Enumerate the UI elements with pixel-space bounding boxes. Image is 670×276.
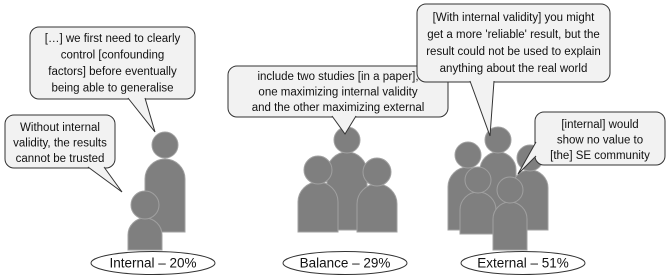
quote-line: include two studies [in a paper], <box>257 71 418 83</box>
person-body <box>493 202 527 250</box>
group-label: Balance – 29% <box>300 256 391 271</box>
person-body <box>460 192 496 234</box>
quote-line: show no value to <box>557 135 643 147</box>
person-body <box>128 218 162 250</box>
quote-line: [internal] would <box>561 119 638 131</box>
quote-line: cannot be trusted <box>16 153 105 165</box>
quote-line: being able to generalise <box>51 83 173 95</box>
group-label: External – 51% <box>477 256 569 271</box>
quote-line: [With internal validity] you might <box>433 12 596 24</box>
quote-line: Without internal <box>20 122 100 134</box>
person-head <box>455 142 481 168</box>
person-head <box>465 167 491 193</box>
person-head <box>131 191 159 219</box>
figure: […] we first need to clearly control [con… <box>0 0 670 276</box>
person-head <box>497 177 523 203</box>
person-body <box>357 184 397 232</box>
quote-line: anything about the real world <box>440 63 588 75</box>
person-head <box>363 158 391 186</box>
person-body <box>298 182 338 232</box>
quote-line: get a more 'reliable' result, but the <box>427 29 600 41</box>
quote-line: factors] before eventually <box>48 66 177 78</box>
quote-line: and the other maximizing external <box>252 102 425 114</box>
quote-line: […] we first need to clearly <box>45 33 181 45</box>
person-head <box>304 156 332 184</box>
quote-line: one maximizing internal validity <box>258 87 417 99</box>
quote-line: validity, the results <box>13 138 107 150</box>
quote-line: [the] SE community <box>550 150 650 162</box>
quote-line: result could not be used to explain <box>426 46 601 58</box>
group-label: Internal – 20% <box>109 256 196 271</box>
person-head <box>152 132 178 158</box>
quote-line: control [confounding <box>61 50 165 62</box>
